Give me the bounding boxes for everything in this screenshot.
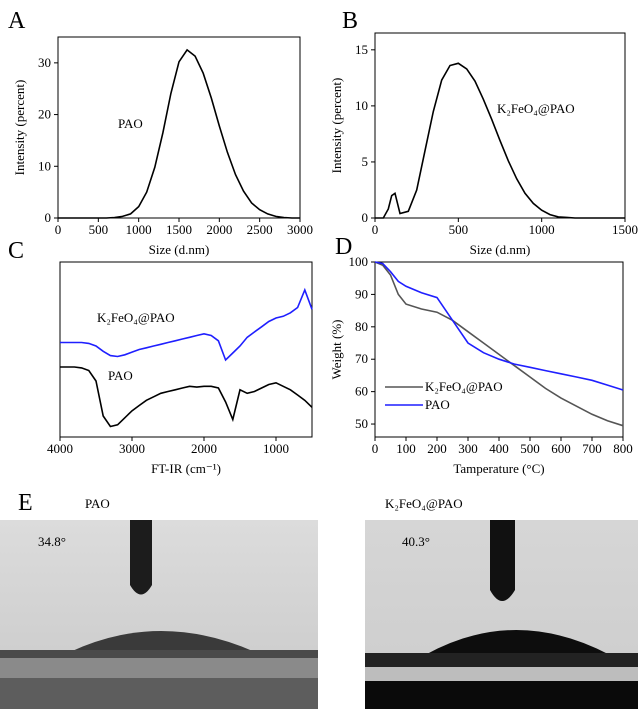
y-tick-label: 60 xyxy=(355,384,368,399)
substrate xyxy=(0,650,318,658)
y-tick-label: 10 xyxy=(38,158,51,173)
legend-label: PAO xyxy=(425,397,450,412)
y-tick-label: 30 xyxy=(38,55,51,70)
x-tick-label: 500 xyxy=(449,222,469,237)
y-tick-label: 70 xyxy=(355,351,368,366)
contact-angle: 34.8° xyxy=(38,534,66,549)
x-tick-label: 1500 xyxy=(166,222,192,237)
panel-label: E xyxy=(18,490,33,516)
x-tick-label: 100 xyxy=(396,441,416,456)
photo-left xyxy=(0,520,318,709)
photo-right xyxy=(365,520,638,709)
x-tick-label: 4000 xyxy=(47,441,73,456)
x-tick-label: 600 xyxy=(551,441,571,456)
x-axis-label: Tamperature (°C) xyxy=(453,461,544,476)
needle xyxy=(490,520,515,601)
contact-angle: 40.3° xyxy=(402,534,430,549)
x-tick-label: 3000 xyxy=(119,441,145,456)
series-label: PAO xyxy=(108,368,133,383)
y-tick-label: 10 xyxy=(355,98,368,113)
needle xyxy=(130,520,152,595)
data-line xyxy=(60,366,313,428)
x-tick-label: 400 xyxy=(489,441,509,456)
y-axis-label: Intensity (percent) xyxy=(12,80,27,176)
x-tick-label: 2000 xyxy=(191,441,217,456)
x-tick-label: 500 xyxy=(89,222,109,237)
x-axis-label: Size (d.nm) xyxy=(149,242,210,257)
x-tick-label: 800 xyxy=(613,441,633,456)
y-tick-label: 80 xyxy=(355,319,368,334)
x-tick-label: 0 xyxy=(55,222,62,237)
y-tick-label: 100 xyxy=(349,254,369,269)
y-tick-label: 50 xyxy=(355,416,368,431)
substrate-base xyxy=(0,678,318,709)
droplet xyxy=(70,631,255,652)
image-title: PAO xyxy=(85,496,110,511)
x-tick-label: 1000 xyxy=(126,222,152,237)
x-tick-label: 700 xyxy=(582,441,602,456)
plot-frame xyxy=(59,261,313,438)
x-tick-label: 0 xyxy=(372,441,379,456)
x-tick-label: 1000 xyxy=(529,222,555,237)
substrate-reflection xyxy=(0,658,318,678)
x-tick-label: 300 xyxy=(458,441,478,456)
x-tick-label: 0 xyxy=(372,222,379,237)
y-tick-label: 0 xyxy=(45,210,52,225)
substrate xyxy=(365,653,638,667)
panel-label: A xyxy=(8,8,26,34)
data-line xyxy=(374,261,624,427)
y-tick-label: 0 xyxy=(362,210,369,225)
x-tick-label: 500 xyxy=(520,441,540,456)
x-tick-label: 1500 xyxy=(612,222,638,237)
image-title: K₂FeO₄@PAO xyxy=(385,496,463,511)
y-tick-label: 90 xyxy=(355,286,368,301)
data-line xyxy=(60,287,313,362)
legend-label: K₂FeO₄@PAO xyxy=(425,379,503,394)
annotation: K₂FeO₄@PAO xyxy=(497,101,575,116)
series-label: K₂FeO₄@PAO xyxy=(97,310,175,325)
data-line xyxy=(58,48,300,219)
x-axis-label: FT-IR (cm⁻¹) xyxy=(151,461,221,476)
x-tick-label: 2000 xyxy=(206,222,232,237)
y-axis-label: Weight (%) xyxy=(329,320,344,380)
plot-frame xyxy=(374,32,626,219)
y-tick-label: 5 xyxy=(362,154,369,169)
panel-label: D xyxy=(335,234,352,260)
data-line xyxy=(374,261,624,391)
x-tick-label: 1000 xyxy=(263,441,289,456)
y-tick-label: 15 xyxy=(355,42,368,57)
x-tick-label: 200 xyxy=(427,441,447,456)
x-tick-label: 2500 xyxy=(247,222,273,237)
substrate-reflection xyxy=(365,667,638,681)
panel-label: B xyxy=(342,8,358,34)
panel-label: C xyxy=(8,238,24,264)
x-tick-label: 3000 xyxy=(287,222,313,237)
x-axis-label: Size (d.nm) xyxy=(470,242,531,257)
data-line xyxy=(375,62,625,219)
y-tick-label: 20 xyxy=(38,107,51,122)
substrate-base xyxy=(365,681,638,709)
y-axis-label: Intensity (percent) xyxy=(329,78,344,174)
droplet xyxy=(425,630,610,655)
annotation: PAO xyxy=(118,116,143,131)
